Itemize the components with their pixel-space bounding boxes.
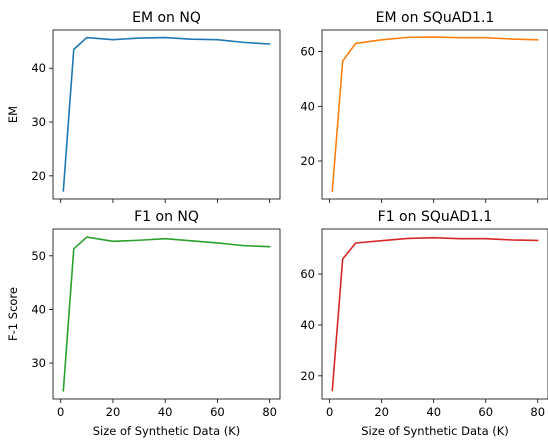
y-tick-label: 40	[300, 99, 315, 113]
x-axis-label: Size of Synthetic Data (K)	[93, 424, 241, 438]
x-tick-label: 20	[374, 405, 389, 419]
y-tick-label: 20	[31, 169, 46, 183]
y-tick-label: 30	[31, 115, 46, 129]
x-tick-label: 60	[210, 405, 225, 419]
y-tick-label: 60	[300, 45, 315, 59]
x-tick-label: 80	[530, 405, 545, 419]
x-tick-label: 40	[158, 405, 173, 419]
y-tick-label: 20	[300, 369, 315, 383]
x-axis-label: Size of Synthetic Data (K)	[361, 424, 509, 438]
chart-title: EM on NQ	[132, 10, 201, 26]
y-tick-label: 40	[31, 302, 46, 316]
chart-title: EM on SQuAD1.1	[376, 10, 495, 26]
axes-frame	[321, 29, 548, 200]
chart-panel-1: EM on NQ 20 30 40 EM	[6, 10, 281, 203]
series-line-1	[62, 236, 271, 392]
x-tick-label: 0	[326, 405, 333, 419]
y-tick-label: 30	[31, 356, 46, 370]
y-tick-label: 40	[31, 61, 46, 75]
x-tick-label: 80	[262, 405, 277, 419]
series-line-1	[331, 236, 539, 392]
y-axis-label: EM	[6, 106, 20, 123]
series-line-1	[62, 36, 271, 192]
axes-frame	[52, 228, 281, 400]
chart-title: F1 on SQuAD1.1	[378, 209, 493, 225]
chart-title: F1 on NQ	[134, 209, 199, 225]
x-tick-label: 40	[426, 405, 441, 419]
chart-panel-4: F1 on SQuAD1.1 0 20 40 60 80 20 40 60 Size of Syn…	[300, 209, 548, 438]
y-tick-label: 40	[300, 318, 315, 332]
series-line-1	[331, 36, 539, 193]
y-tick-label: 50	[31, 249, 46, 263]
chart-panel-2: EM on SQuAD1.1 20 40 60	[300, 10, 548, 203]
y-tick-label: 20	[300, 154, 315, 168]
axes-frame	[321, 228, 548, 400]
axes-frame	[52, 29, 281, 200]
y-tick-label: 60	[300, 267, 315, 281]
x-tick-label: 60	[478, 405, 493, 419]
y-axis-label: F-1 Score	[6, 287, 20, 341]
x-tick-label: 0	[57, 405, 64, 419]
chart-panel-3: F1 on NQ 0 20 40 60 80 30 40 50 Size of Synthetic…	[6, 209, 281, 438]
x-tick-label: 20	[106, 405, 121, 419]
